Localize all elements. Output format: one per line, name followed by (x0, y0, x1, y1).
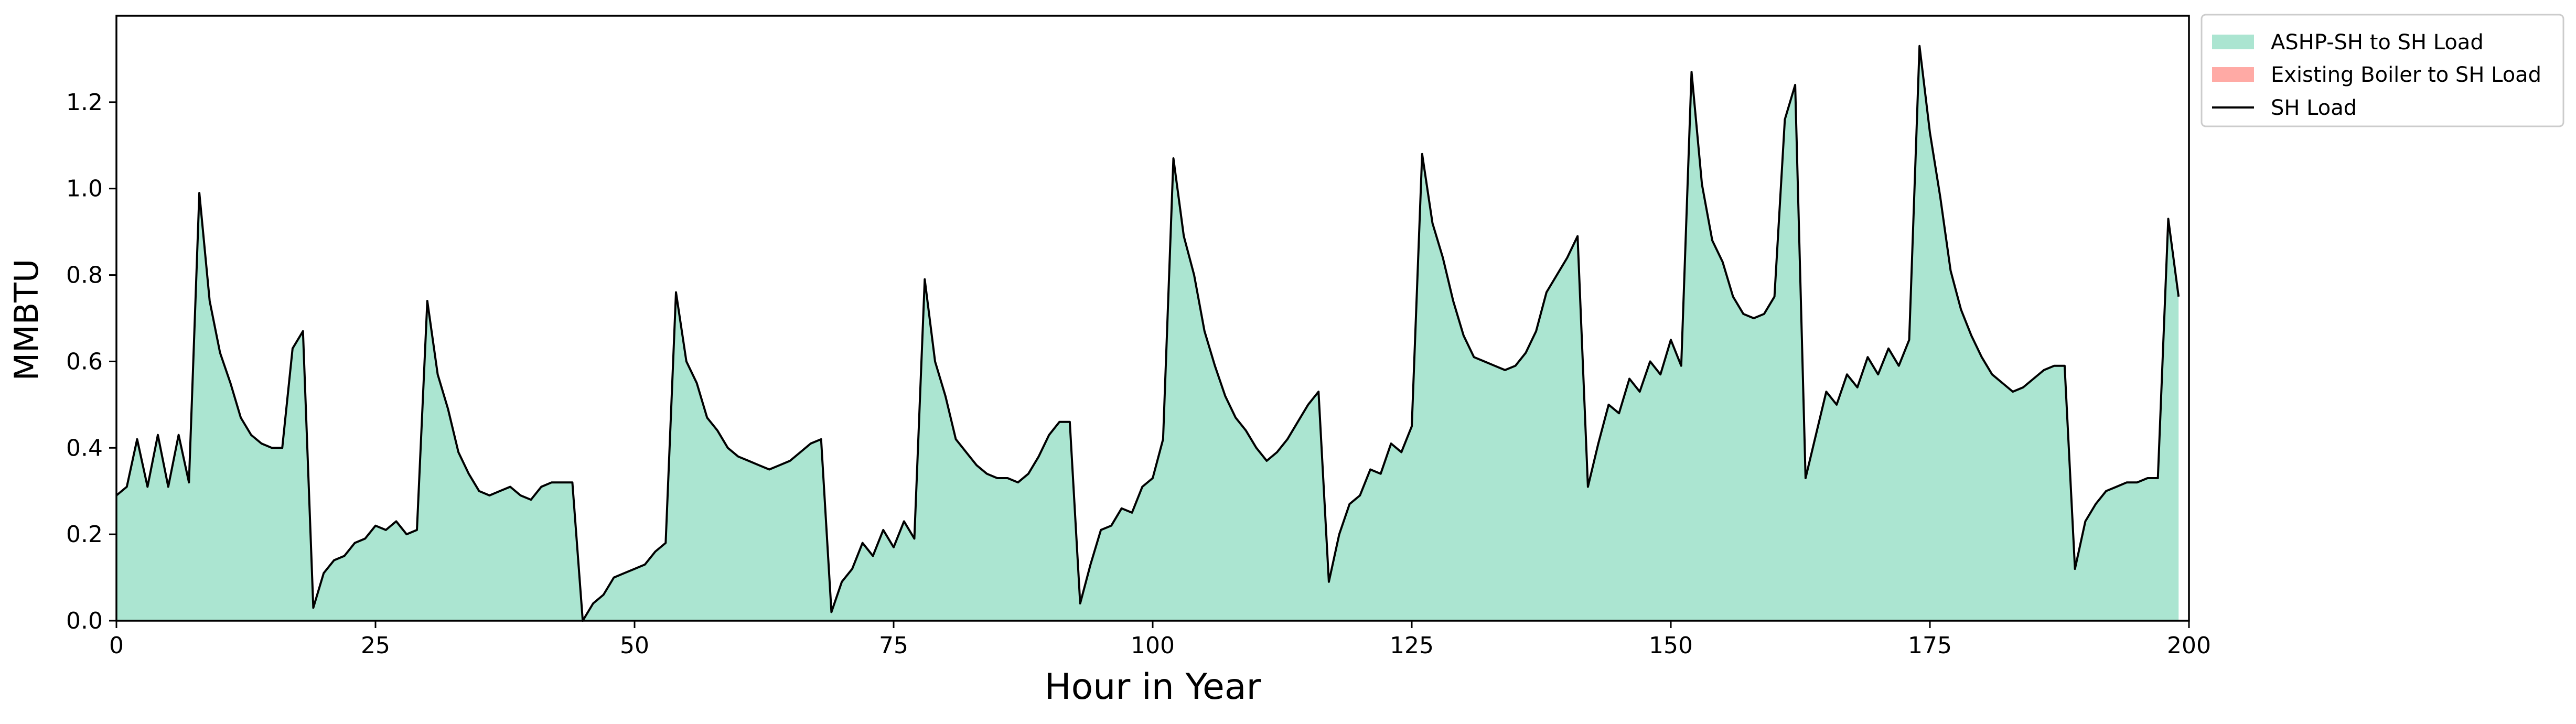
x-tick-label: 25 (361, 632, 390, 659)
x-tick-label: 0 (109, 632, 124, 659)
legend-swatch-ashp (2212, 35, 2254, 49)
x-tick-label: 150 (1649, 632, 1693, 659)
x-axis-label: Hour in Year (1045, 666, 1261, 708)
legend-frame (2201, 14, 2564, 127)
y-tick-label: 1.2 (66, 89, 103, 116)
line-sh-load (115, 45, 2180, 622)
y-tick-label: 0.6 (66, 348, 103, 375)
y-axis-label: MMBTU (7, 259, 46, 381)
x-tick-label: 125 (1390, 632, 1434, 659)
area-ashp-sh (116, 46, 2179, 621)
x-tick-label: 100 (1131, 632, 1175, 659)
axes: 0 25 50 75 100 125 150 175 200 0.0 0.2 0.4 0.6 0.8 1.0… (66, 15, 2211, 659)
x-tick-label: 75 (879, 632, 908, 659)
y-tick-label: 0.4 (66, 435, 103, 461)
y-tick-label: 0.2 (66, 521, 103, 548)
y-tick-label: 1.0 (66, 176, 103, 202)
x-tick-label: 50 (620, 632, 649, 659)
y-tick-label: 0.0 (66, 608, 103, 634)
legend-label-ashp: ASHP-SH to SH Load (2271, 30, 2484, 55)
legend-swatch-boiler (2212, 67, 2254, 82)
legend-label-sh-load: SH Load (2271, 96, 2357, 120)
x-tick-label: 200 (2167, 632, 2211, 659)
legend: ASHP-SH to SH Load Existing Boiler to SH… (2201, 14, 2564, 127)
legend-label-boiler: Existing Boiler to SH Load (2271, 63, 2541, 87)
y-tick-label: 0.8 (66, 262, 103, 289)
plot-area (115, 45, 2180, 622)
x-tick-label: 175 (1908, 632, 1952, 659)
